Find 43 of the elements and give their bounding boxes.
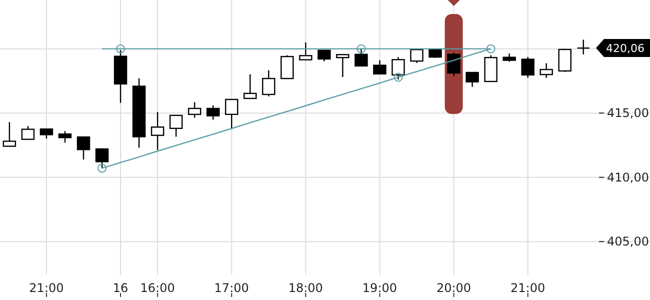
y-tick-label: 405,00	[607, 234, 649, 249]
candlestick	[224, 98, 238, 129]
candlestick	[40, 128, 54, 140]
point	[486, 44, 496, 54]
candlestick	[299, 42, 312, 61]
x-tick-label: 19:00	[362, 281, 398, 295]
x-tick-label: 18:00	[288, 281, 323, 295]
candlestick	[521, 56, 534, 78]
candlestick	[373, 60, 386, 74]
candlestick	[558, 48, 572, 73]
point	[98, 164, 107, 173]
candlestick	[466, 72, 479, 88]
x-tick-label: 16	[112, 281, 128, 295]
point	[356, 44, 366, 54]
candlestick	[2, 121, 16, 147]
candlestick	[576, 39, 590, 55]
candlestick	[76, 136, 90, 160]
candlestick	[262, 70, 276, 97]
y-tick-label: 415,00	[607, 106, 649, 120]
candlestick	[540, 62, 553, 78]
candlestick	[318, 50, 331, 62]
x-tick-label: 16:00	[140, 281, 175, 295]
candlestick	[206, 104, 220, 120]
candlestick	[169, 114, 183, 138]
candlestick	[244, 74, 257, 100]
x-tick-label: 21:00	[510, 281, 546, 295]
candlestick	[21, 125, 35, 140]
candlestick	[336, 54, 350, 78]
candlestick	[410, 49, 424, 64]
point	[116, 44, 126, 54]
candlestick	[484, 54, 498, 82]
candlestick	[150, 111, 164, 151]
candlestick	[58, 130, 72, 144]
text: 420,06	[606, 42, 644, 56]
candlestick	[280, 54, 294, 80]
candlestick	[447, 52, 460, 77]
x-tick-label: 21:00	[29, 281, 64, 295]
candlestick	[188, 102, 202, 118]
point	[394, 72, 403, 82]
y-tick-label: 410,00	[607, 170, 649, 184]
x-tick-label: 20:00	[436, 281, 472, 295]
candlestick	[392, 56, 405, 80]
x-tick-label: 17:00	[214, 281, 249, 295]
